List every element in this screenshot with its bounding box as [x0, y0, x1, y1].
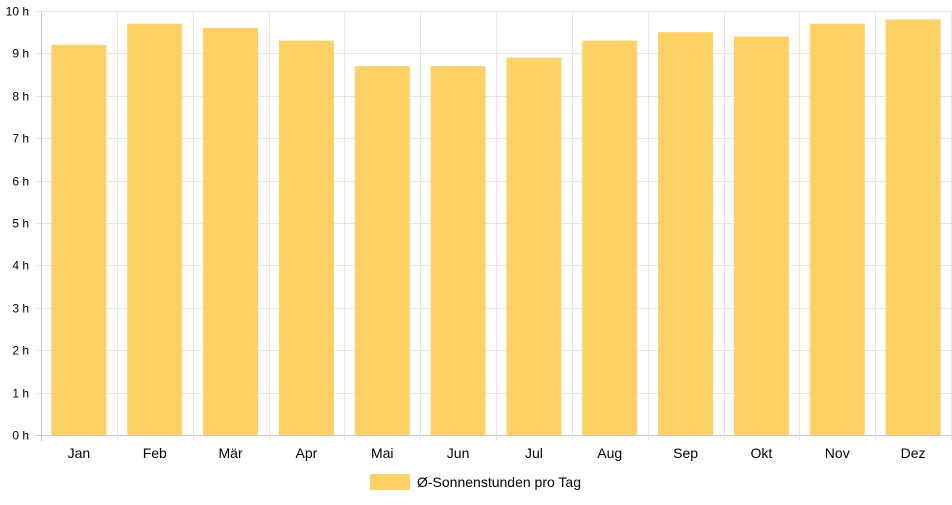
- x-axis-ticks: Jan Feb Mär Apr Mai Jun Jul Aug Sep Okt Nov Dez: [68, 445, 926, 461]
- x-tick-label: Feb: [143, 445, 167, 461]
- y-tick-label: 2 h: [12, 344, 29, 358]
- grid-lines: [35, 11, 952, 441]
- x-tick-label: Sep: [673, 445, 698, 461]
- y-axis-ticks: 0 h 1 h 2 h 3 h 4 h 5 h 6 h 7 h 8 h 9 h 10 h: [6, 5, 29, 443]
- legend-swatch[interactable]: [370, 474, 410, 490]
- x-tick-label: Dez: [901, 445, 926, 461]
- bar-jan[interactable]: [51, 44, 107, 436]
- y-tick-label: 1 h: [12, 387, 29, 401]
- bar-feb[interactable]: [127, 23, 183, 435]
- bar-nov[interactable]: [809, 23, 865, 435]
- x-tick-label: Mai: [371, 445, 394, 461]
- bar-mai[interactable]: [354, 66, 410, 436]
- y-tick-label: 4 h: [12, 259, 29, 273]
- bar-jul[interactable]: [506, 57, 562, 435]
- bar-okt[interactable]: [733, 36, 789, 435]
- x-tick-label: Jun: [447, 445, 470, 461]
- bar-jun[interactable]: [430, 66, 486, 436]
- legend-label[interactable]: Ø-Sonnenstunden pro Tag: [417, 474, 581, 490]
- bar-sep[interactable]: [658, 32, 714, 435]
- y-tick-label: 7 h: [12, 132, 29, 146]
- x-tick-label: Aug: [597, 445, 622, 461]
- y-tick-label: 3 h: [12, 302, 29, 316]
- y-tick-label: 0 h: [12, 429, 29, 443]
- bar-apr[interactable]: [278, 40, 334, 436]
- y-tick-label: 5 h: [12, 217, 29, 231]
- x-tick-label: Jan: [68, 445, 91, 461]
- x-tick-label: Nov: [825, 445, 850, 461]
- bars: [51, 19, 941, 436]
- bar-aug[interactable]: [582, 40, 638, 436]
- bar-mär[interactable]: [203, 27, 259, 436]
- legend[interactable]: Ø-Sonnenstunden pro Tag: [370, 474, 581, 490]
- bar-dez[interactable]: [885, 19, 941, 435]
- y-tick-label: 8 h: [12, 90, 29, 104]
- x-tick-label: Apr: [296, 445, 318, 461]
- y-tick-label: 6 h: [12, 175, 29, 189]
- y-tick-label: 10 h: [6, 5, 29, 19]
- x-tick-label: Mär: [219, 445, 243, 461]
- x-tick-label: Jul: [525, 445, 543, 461]
- y-tick-label: 9 h: [12, 47, 29, 61]
- x-tick-label: Okt: [751, 445, 773, 461]
